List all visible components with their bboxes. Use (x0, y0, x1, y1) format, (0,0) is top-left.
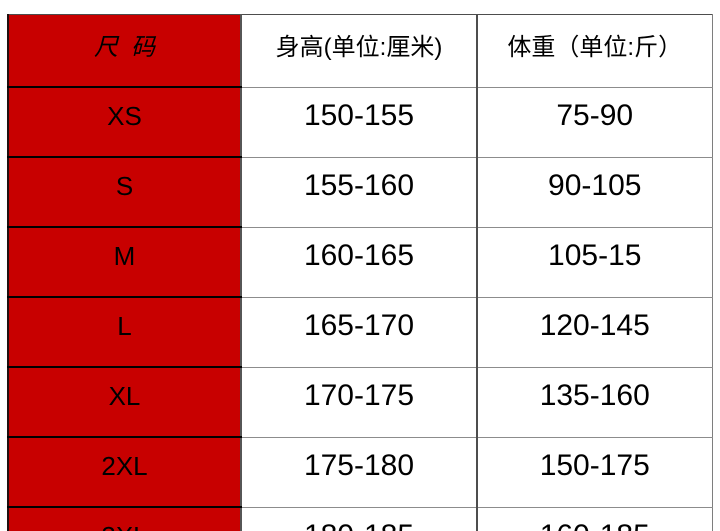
table-row: XS 150-155 75-90 (8, 87, 712, 158)
height-cell: 170-175 (241, 367, 478, 438)
weight-cell: 160-185 (477, 507, 712, 531)
size-cell: M (8, 227, 242, 298)
header-cell-height: 身高(单位:厘米) (241, 14, 478, 88)
weight-cell: 105-15 (477, 227, 712, 298)
weight-cell: 135-160 (477, 367, 712, 438)
height-cell: 175-180 (241, 437, 478, 508)
height-cell: 160-165 (241, 227, 478, 298)
size-cell: 2XL (8, 437, 242, 508)
table-row: 3XL 180-185 160-185 (8, 507, 712, 531)
size-cell: S (8, 157, 242, 228)
weight-cell: 120-145 (477, 297, 712, 368)
height-cell: 165-170 (241, 297, 478, 368)
size-cell: XS (8, 87, 242, 158)
table-row: 2XL 175-180 150-175 (8, 437, 712, 508)
header-cell-weight: 体重（单位:斤） (477, 14, 712, 88)
weight-cell: 75-90 (477, 87, 712, 158)
height-cell: 150-155 (241, 87, 478, 158)
size-chart-table: 尺码 身高(单位:厘米) 体重（单位:斤） XS 150-155 75-90 S… (7, 14, 713, 531)
size-cell: L (8, 297, 242, 368)
weight-cell: 90-105 (477, 157, 712, 228)
height-cell: 155-160 (241, 157, 478, 228)
table-row: L 165-170 120-145 (8, 297, 712, 368)
table-row: M 160-165 105-15 (8, 227, 712, 298)
header-cell-size: 尺码 (8, 14, 242, 88)
table-row: S 155-160 90-105 (8, 157, 712, 228)
weight-cell: 150-175 (477, 437, 712, 508)
size-cell: XL (8, 367, 242, 438)
header-row: 尺码 身高(单位:厘米) 体重（单位:斤） (8, 14, 712, 88)
size-cell: 3XL (8, 507, 242, 531)
height-cell: 180-185 (241, 507, 478, 531)
table-row: XL 170-175 135-160 (8, 367, 712, 438)
